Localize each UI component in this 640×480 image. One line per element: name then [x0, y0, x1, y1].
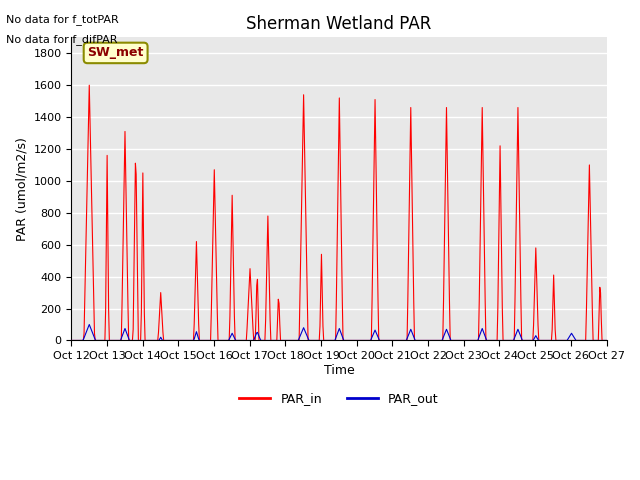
Text: No data for f_difPAR: No data for f_difPAR	[6, 34, 118, 45]
Text: SW_met: SW_met	[88, 47, 144, 60]
Legend: PAR_in, PAR_out: PAR_in, PAR_out	[234, 387, 444, 410]
Text: No data for f_totPAR: No data for f_totPAR	[6, 14, 119, 25]
Title: Sherman Wetland PAR: Sherman Wetland PAR	[246, 15, 431, 33]
Y-axis label: PAR (umol/m2/s): PAR (umol/m2/s)	[15, 137, 28, 241]
X-axis label: Time: Time	[324, 364, 355, 377]
